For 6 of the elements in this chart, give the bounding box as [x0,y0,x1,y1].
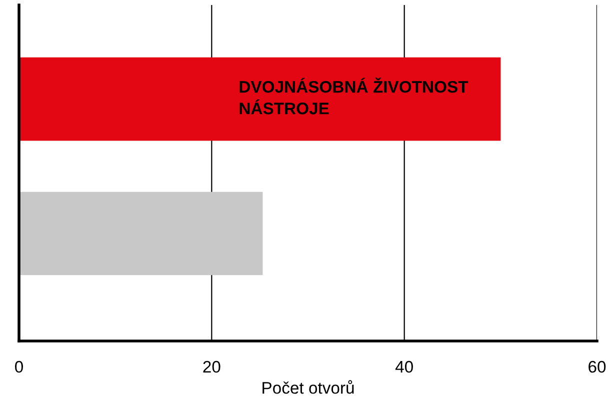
x-axis-title: Počet otvorů [262,380,354,394]
x-tick-label: 20 [203,360,220,373]
annotation: DVOJNÁSOBNÁ ŽIVOTNOST NÁSTROJE [240,78,468,114]
x-tick-label: 40 [395,360,413,373]
x-tick-label: 0 [15,360,23,373]
x-tick-label: 60 [588,360,606,373]
